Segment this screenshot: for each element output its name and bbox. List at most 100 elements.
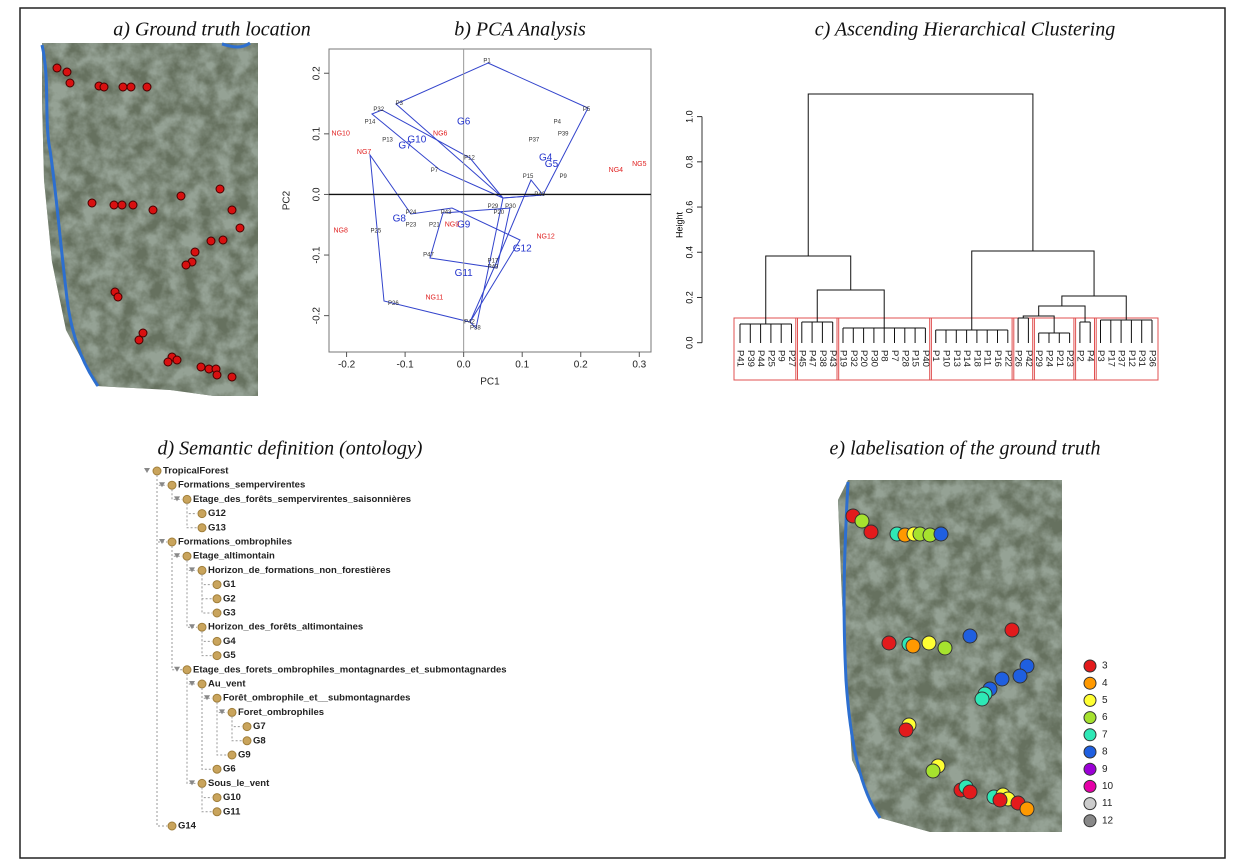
node-label: G3 — [223, 608, 236, 619]
y-tick-label: -0.1 — [312, 246, 323, 264]
point — [110, 201, 118, 209]
leaf-label: P37 — [1116, 350, 1127, 367]
node-icon — [183, 495, 191, 503]
point — [216, 185, 224, 193]
panel-title: c) Ascending Hierarchical Clustering — [815, 19, 1116, 41]
node-label: G6 — [223, 764, 236, 775]
point — [149, 206, 157, 214]
leaf-label: P8 — [879, 350, 890, 362]
point-label: G11 — [455, 268, 474, 279]
node-icon — [213, 637, 221, 645]
leaf-label: P32 — [848, 350, 859, 367]
point — [963, 785, 977, 799]
node-icon — [153, 467, 161, 475]
x-tick-label: -0.2 — [338, 360, 356, 371]
point — [938, 641, 952, 655]
point-label: NG8 — [334, 228, 349, 235]
point-label: P12 — [464, 156, 475, 162]
cluster-box — [1095, 318, 1159, 380]
cluster-box — [734, 318, 798, 380]
connector — [187, 503, 197, 513]
node-label: G1 — [223, 579, 236, 590]
connector — [172, 546, 182, 670]
point — [236, 224, 244, 232]
point — [53, 64, 61, 72]
cluster-box — [1012, 318, 1034, 380]
panel-title: a) Ground truth location — [113, 19, 311, 41]
y-tick-label: -0.2 — [312, 307, 323, 325]
legend-swatch — [1084, 763, 1096, 775]
leaf-label: P38 — [817, 350, 828, 367]
node-label: G14 — [178, 821, 197, 832]
point-label: P9 — [560, 174, 568, 180]
node-label: G7 — [253, 721, 266, 732]
connector — [232, 716, 242, 726]
point-label: P39 — [558, 131, 569, 137]
y-tick-label: 0.0 — [312, 187, 323, 201]
node-icon — [213, 652, 221, 660]
node-label: Horizon_de_formations_non_forestières — [208, 565, 391, 576]
connector — [202, 787, 212, 797]
connector — [232, 716, 242, 740]
node-icon — [183, 552, 191, 560]
point-label: P4 — [554, 119, 562, 125]
point — [119, 83, 127, 91]
y-tick-label: 0.0 — [684, 336, 694, 349]
legend-label: 11 — [1102, 798, 1113, 809]
node-label: G4 — [223, 636, 236, 647]
point — [1005, 623, 1019, 637]
point-label: NG7 — [357, 149, 372, 156]
x-tick-label: 0.2 — [574, 360, 588, 371]
point — [995, 672, 1009, 686]
x-axis-label: PC1 — [480, 377, 500, 388]
point — [114, 293, 122, 301]
node-icon — [213, 581, 221, 589]
connector — [157, 475, 167, 826]
point-label: P7 — [431, 168, 439, 174]
leaf-label: P28 — [899, 350, 910, 367]
point-label: NG10 — [332, 131, 350, 138]
leaf-label: P13 — [951, 350, 962, 367]
node-label: Horizon_des_forêts_altimontaines — [208, 622, 363, 633]
point — [926, 764, 940, 778]
node-icon — [198, 524, 206, 532]
point-label: P38 — [470, 325, 481, 331]
hull — [372, 110, 503, 198]
leaf-label: P25 — [765, 350, 776, 367]
connector — [187, 674, 197, 784]
point-label: NG6 — [433, 131, 448, 138]
leaf-label: P7 — [889, 350, 900, 362]
point-label: P15 — [523, 174, 534, 180]
node-label: G13 — [208, 522, 226, 533]
connector — [202, 631, 212, 655]
legend-swatch — [1084, 746, 1096, 758]
node-label: Formations_ombrophiles — [178, 537, 292, 548]
legend-swatch — [1084, 780, 1096, 792]
point-label: P43 — [441, 210, 452, 216]
node-icon — [243, 737, 251, 745]
node-icon — [213, 694, 221, 702]
point-label: P21 — [429, 222, 440, 228]
node-label: Etage_des_forêts_sempervirentes_saisonni… — [193, 494, 411, 505]
leaf-label: P36 — [1146, 350, 1157, 367]
node-label: G12 — [208, 508, 226, 519]
node-label: G11 — [223, 806, 241, 817]
point — [197, 363, 205, 371]
connector — [202, 574, 212, 613]
point-label: P24 — [406, 210, 417, 216]
leaf-label: P12 — [1126, 350, 1137, 367]
figure: a) Ground truth location b) PCA Analysis… — [0, 0, 1243, 866]
point-label: G12 — [513, 244, 532, 255]
node-label: G9 — [238, 750, 251, 761]
tree-branches — [740, 94, 1152, 343]
leaf-label: P21 — [1054, 350, 1065, 367]
node-label: G10 — [223, 792, 241, 803]
point-label: P26 — [388, 301, 399, 307]
node-icon — [213, 808, 221, 816]
x-tick-label: 0.3 — [632, 360, 646, 371]
cluster-box — [1074, 318, 1096, 380]
leaf-label: P17 — [1105, 350, 1116, 367]
panel-title: b) PCA Analysis — [454, 19, 586, 41]
point — [922, 636, 936, 650]
legend-label: 3 — [1102, 661, 1108, 672]
